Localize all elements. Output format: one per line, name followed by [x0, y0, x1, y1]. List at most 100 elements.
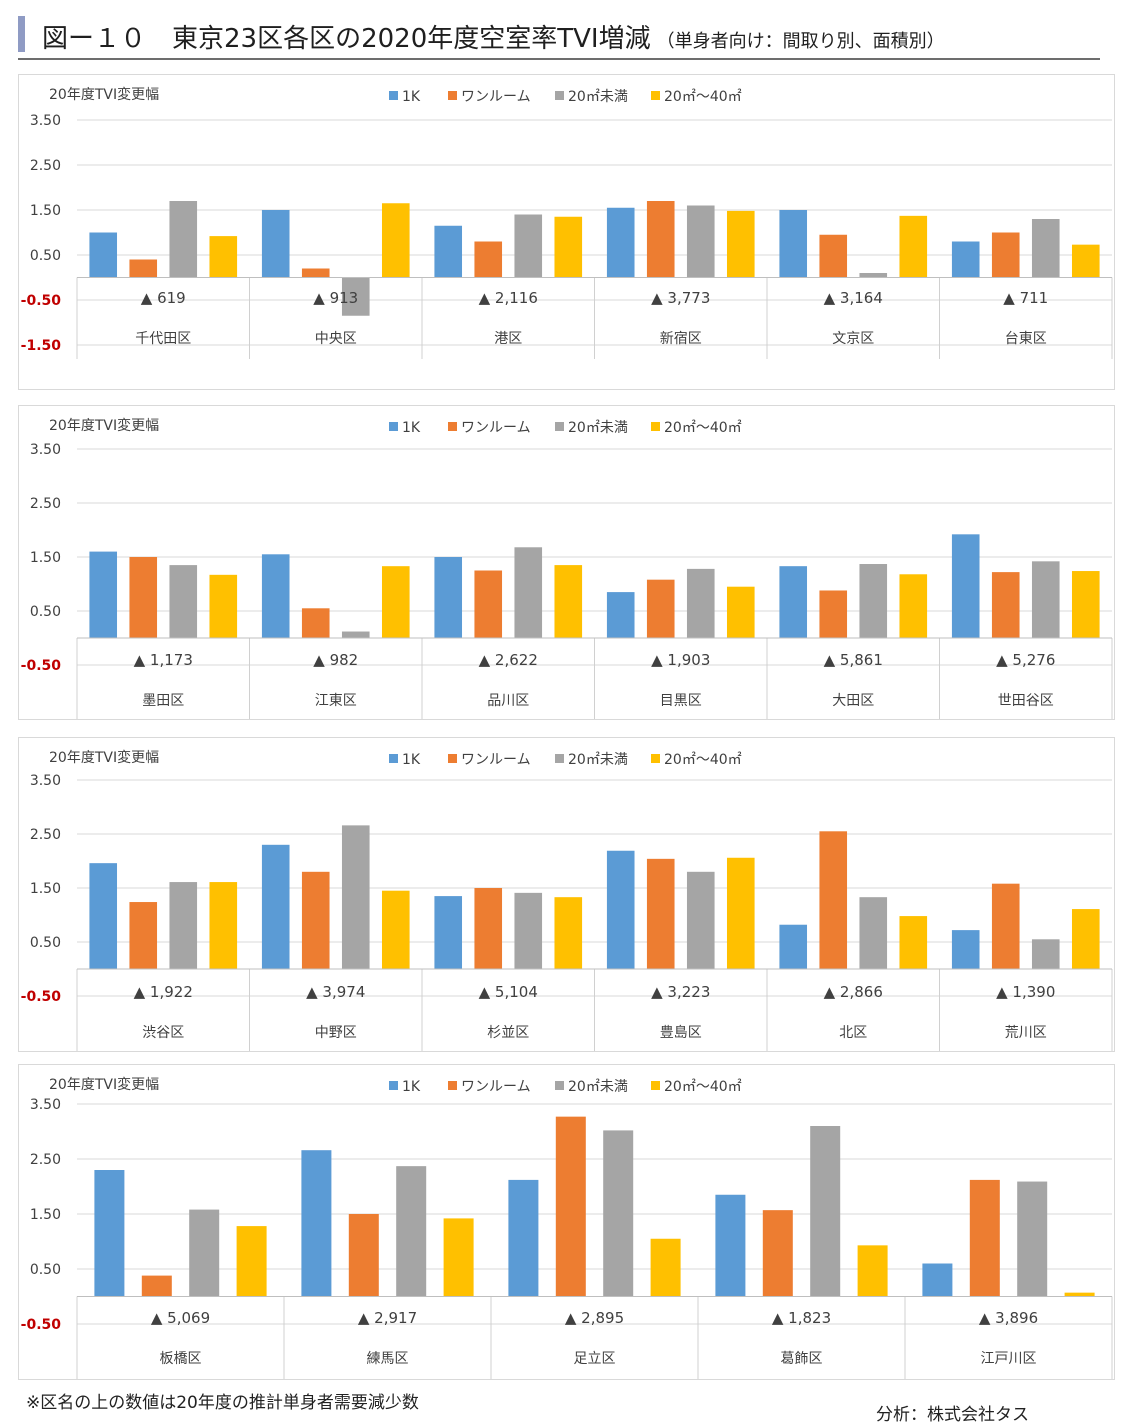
y-tick-label: 3.50 — [30, 442, 61, 458]
demand-decrease-label: ▲ 2,895 — [565, 1309, 624, 1327]
category-label: 大田区 — [832, 693, 874, 709]
bar — [859, 897, 888, 969]
bar — [169, 565, 198, 638]
bar — [129, 902, 158, 969]
y-tick-label: 0.50 — [30, 1262, 61, 1278]
bar — [443, 1218, 474, 1297]
bar — [381, 566, 410, 638]
legend-swatch — [389, 91, 398, 100]
legend-swatch — [651, 1081, 660, 1090]
bar — [434, 225, 463, 278]
demand-decrease-label: ▲ 5,104 — [479, 983, 538, 1001]
category-label: 豊島区 — [660, 1025, 702, 1041]
bar — [779, 924, 808, 969]
demand-decrease-label: ▲ 5,069 — [151, 1309, 210, 1327]
bar — [650, 1238, 681, 1297]
bar — [554, 565, 583, 638]
bar — [646, 201, 675, 278]
bar — [301, 1150, 332, 1297]
category-label: 中央区 — [315, 331, 357, 347]
bar — [899, 215, 928, 278]
demand-decrease-label: ▲ 1,903 — [651, 651, 710, 669]
bar — [434, 557, 463, 638]
bar — [686, 205, 715, 278]
demand-decrease-label: ▲ 982 — [313, 651, 358, 669]
category-label: 杉並区 — [487, 1025, 529, 1041]
bar — [514, 214, 543, 278]
bar — [89, 551, 118, 638]
legend-swatch — [448, 422, 457, 431]
demand-decrease-label: ▲ 619 — [141, 289, 186, 307]
legend-swatch — [389, 1081, 398, 1090]
bar — [951, 930, 980, 969]
bar — [341, 277, 370, 316]
bar — [1064, 1292, 1095, 1297]
legend-swatch — [555, 754, 564, 763]
category-label: 新宿区 — [660, 330, 702, 347]
bar — [1071, 909, 1100, 969]
demand-decrease-label: ▲ 3,164 — [824, 289, 883, 307]
title-subtitle: （単身者向け：間取り別、面積別） — [656, 31, 945, 52]
y-axis-label: 20年度TVI変更幅 — [49, 749, 159, 766]
bar — [209, 236, 238, 278]
bar — [554, 897, 583, 969]
legend-swatch — [555, 91, 564, 100]
bar — [991, 232, 1020, 278]
analysis-credit: 分析：株式会社タス — [876, 1405, 1029, 1425]
category-label: 港区 — [494, 331, 522, 347]
bar — [779, 210, 808, 278]
y-axis-label: 20年度TVI変更幅 — [49, 1076, 159, 1093]
category-label: 荒川区 — [1005, 1025, 1047, 1041]
demand-decrease-label: ▲ 2,866 — [824, 983, 883, 1001]
legend-label: ワンルーム — [461, 1079, 531, 1095]
bar — [396, 1166, 427, 1297]
category-label: 江戸川区 — [981, 1351, 1037, 1367]
category-label: 足立区 — [574, 1351, 616, 1367]
category-label: 目黒区 — [660, 693, 702, 709]
category-label: 品川区 — [487, 693, 529, 709]
bar — [301, 608, 330, 638]
legend-label: 20㎡～40㎡ — [664, 420, 742, 436]
bar — [169, 201, 198, 278]
title-accent-mark — [18, 16, 25, 52]
bar — [819, 234, 848, 278]
legend-swatch — [555, 1081, 564, 1090]
bar — [1031, 939, 1060, 969]
bar — [606, 592, 635, 638]
bar — [859, 564, 888, 638]
y-tick-label: 1.50 — [30, 881, 61, 897]
bar — [348, 1214, 379, 1297]
bar — [341, 631, 370, 638]
category-label: 墨田区 — [142, 693, 184, 709]
bar — [514, 547, 543, 638]
y-axis-label: 20年度TVI変更幅 — [49, 86, 159, 103]
demand-decrease-label: ▲ 3,896 — [979, 1309, 1038, 1327]
category-label: 葛飾区 — [781, 1351, 823, 1367]
y-tick-label: 2.50 — [30, 496, 61, 512]
bar — [1031, 561, 1060, 638]
category-label: 北区 — [839, 1025, 867, 1041]
bar — [991, 572, 1020, 638]
demand-decrease-label: ▲ 1,823 — [772, 1309, 831, 1327]
legend-label: 20㎡未満 — [568, 1079, 628, 1095]
bar — [474, 570, 503, 638]
category-label: 台東区 — [1005, 331, 1047, 347]
bar — [726, 586, 755, 638]
y-tick-label: 0.50 — [30, 935, 61, 951]
title-bar: 図ー１０ 東京23区各区の2020年度空室率TVI増減 （単身者向け：間取り別、面… — [18, 12, 1100, 60]
bar — [514, 892, 543, 969]
bar — [819, 831, 848, 969]
page-title: 図ー１０ 東京23区各区の2020年度空室率TVI増減 （単身者向け：間取り別、面… — [42, 18, 945, 55]
bar — [762, 1210, 793, 1297]
demand-decrease-label: ▲ 913 — [313, 289, 358, 307]
legend-swatch — [389, 422, 398, 431]
y-tick-label: 0.50 — [30, 604, 61, 620]
legend-swatch — [448, 1081, 457, 1090]
category-label: 文京区 — [832, 331, 874, 347]
demand-decrease-label: ▲ 2,917 — [358, 1309, 417, 1327]
legend-label: 20㎡未満 — [568, 89, 628, 105]
bar — [129, 259, 158, 278]
bar — [726, 857, 755, 969]
y-tick-label: 3.50 — [30, 113, 61, 129]
y-tick-label: -0.50 — [21, 293, 62, 309]
